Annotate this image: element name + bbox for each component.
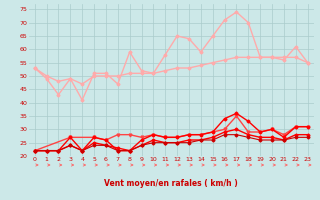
Text: Vent moyen/en rafales ( km/h ): Vent moyen/en rafales ( km/h )	[104, 179, 238, 188]
